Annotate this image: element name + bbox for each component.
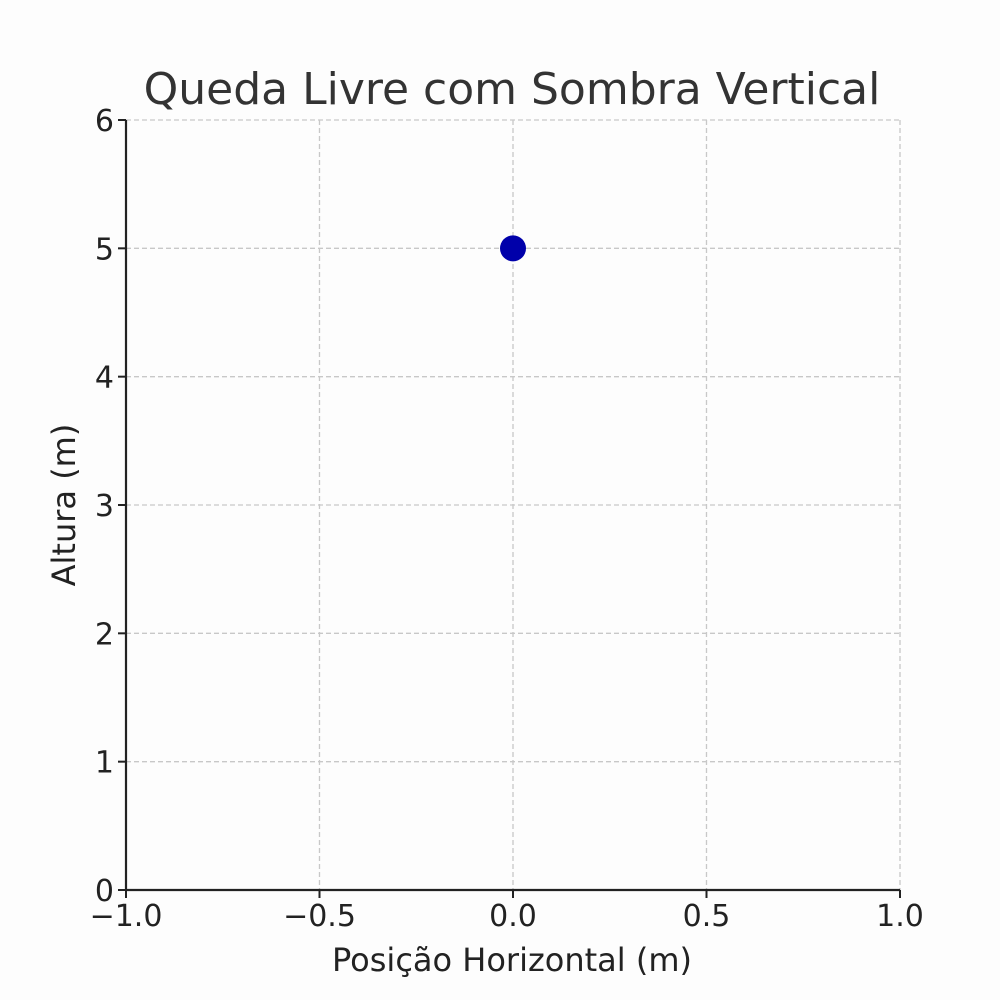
y-ticks: 0 1 2 3 4 5 6 xyxy=(95,104,126,909)
y-tick-label: 1 xyxy=(95,746,114,781)
y-tick-label: 4 xyxy=(95,361,114,396)
data-point xyxy=(500,235,526,262)
x-tick-label: −0.5 xyxy=(283,899,356,934)
y-tick-label: 0 xyxy=(95,874,114,909)
x-tick-label: 1.0 xyxy=(876,899,924,934)
y-axis-label: Altura (m) xyxy=(45,424,83,587)
x-tick-label: 0.0 xyxy=(489,899,537,934)
y-tick-label: 5 xyxy=(95,232,114,267)
x-axis-label: Posição Horizontal (m) xyxy=(332,941,692,979)
data-points xyxy=(500,235,526,262)
x-ticks: −1.0 −0.5 0.0 0.5 1.0 xyxy=(90,890,924,934)
chart-title: Queda Livre com Sombra Vertical xyxy=(144,64,881,115)
x-tick-label: 0.5 xyxy=(683,899,731,934)
y-tick-label: 3 xyxy=(95,489,114,524)
x-tick-label: −1.0 xyxy=(90,899,163,934)
y-tick-label: 2 xyxy=(95,617,114,652)
y-tick-label: 6 xyxy=(95,104,114,139)
